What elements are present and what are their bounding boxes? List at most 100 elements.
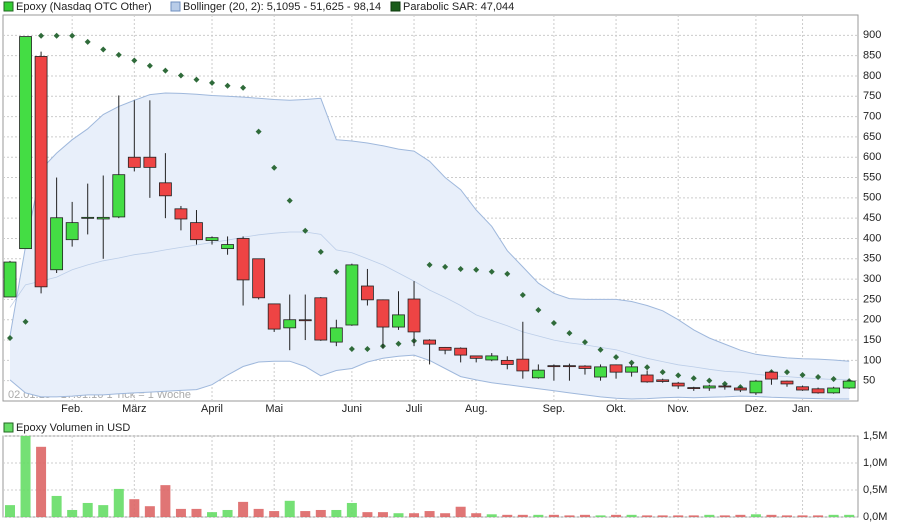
plot-area [2,435,859,518]
y-tick-label: 350 [863,253,881,265]
volume-bar [269,511,280,517]
sar-dot [535,306,542,313]
volume-bar [113,488,124,517]
legend-swatch [170,1,181,12]
legend-label: Bollinger (20, 2): 5,1095 - 51,625 - 98,… [183,1,381,13]
volume-bar [595,515,606,517]
y-tick-label: 0,5M [863,484,887,496]
candle-body [252,258,266,299]
sar-dot [784,369,790,376]
candle-body [221,244,234,250]
sar-dot [613,354,620,361]
sar-dot [69,32,76,39]
candle-body [298,319,312,322]
candle-body [127,156,141,168]
volume-bar [719,515,730,517]
sar-dot [224,82,231,89]
sar-dot [100,46,107,53]
sar-dot [38,32,45,39]
sar-dot [364,345,371,352]
x-tick-label: Okt. [606,403,626,415]
x-tick-label: April [201,403,223,415]
y-tick-label: 1,0M [863,457,887,469]
legend-swatch [3,1,14,12]
sar-dot [22,318,29,325]
volume-bar [393,513,404,517]
candle-body [531,369,545,379]
x-tick-label: Mai [265,403,283,415]
volume-bar [502,514,513,517]
sar-dot [504,270,511,277]
sar-dot [644,364,651,371]
volume-bar [455,506,466,517]
sar-dot [473,266,480,273]
x-tick-label: Aug. [465,403,488,415]
volume-bar [471,513,482,517]
sar-dot [395,340,402,347]
y-tick-label: 100 [863,354,881,366]
volume-bar [750,514,761,517]
volume-bar [253,508,264,517]
x-tick-label: März [122,403,146,415]
candle-body [625,366,638,373]
candle-body [392,314,405,328]
legend-swatch [3,422,14,433]
y-tick-label: 850 [863,50,881,62]
volume-bar [517,514,528,517]
candle-body [329,327,343,343]
sar-dot [53,32,60,39]
sar-dot [581,339,588,346]
volume-bar [828,514,839,517]
volume-bar [129,499,140,517]
candle-body [578,365,592,369]
candle-body [174,208,188,220]
legend-label: Parabolic SAR: 47,044 [403,1,514,13]
sar-dot [628,359,635,366]
candle-body [267,303,281,330]
candle-body [718,385,732,388]
volume-bar [548,514,559,517]
sar-dot [566,330,573,337]
y-tick-label: 700 [863,110,881,122]
candle-body [345,264,359,326]
sar-dot [675,372,682,379]
x-tick-label: Juli [406,403,423,415]
legend-label: Epoxy (Nasdaq OTC Other) [16,1,152,13]
y-tick-label: 450 [863,212,881,224]
x-tick-label: Juni [342,403,362,415]
legend-swatch [390,1,401,12]
candle-body [283,319,297,329]
candle-body [842,380,856,389]
sar-dot [690,375,697,382]
y-tick-label: 500 [863,192,881,204]
sar-dot [317,248,324,255]
candle-body [407,298,421,333]
sar-dot [550,319,557,326]
sar-dot [115,51,122,58]
y-tick-label: 250 [863,293,881,305]
candle-body [143,156,157,168]
x-tick-label: Sep. [543,403,566,415]
x-tick-label: Jan. [792,403,813,415]
volume-bar [486,514,497,517]
volume-bar [36,446,47,517]
candle-body [485,355,499,361]
sar-dot [286,197,293,204]
volume-bar [362,512,373,517]
sar-dot [659,369,666,376]
candle-body [780,380,794,385]
candle-body [34,56,48,288]
volume-bar [642,515,653,517]
candle-body [236,238,250,281]
candle-body [733,387,747,391]
y-tick-label: 650 [863,131,881,143]
candle-body [112,174,126,218]
candle-body [438,346,452,351]
volume-bar [688,515,699,517]
sar-dot [177,72,184,79]
volume-bar [331,509,342,517]
candle-body [469,355,483,359]
candle-body [547,365,561,368]
volume-bar [844,514,855,517]
volume-bar [409,513,420,517]
